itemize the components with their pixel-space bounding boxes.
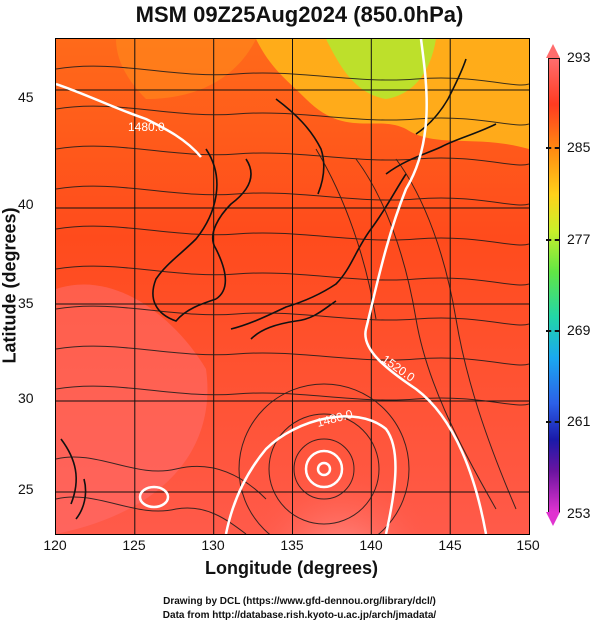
temperature-field-cold-pocket [326,39,436,99]
ytick-40: 40 [18,196,34,212]
height-contours [56,39,488,534]
credit-drawing: Drawing by DCL (https://www.gfd-dennou.o… [163,596,436,607]
xtick-125: 125 [122,537,146,553]
temperature-field-sw [56,284,208,534]
colorbar-tick-277: 277 [567,231,591,247]
map-grid [56,39,529,534]
colorbar-mark-277 [546,239,560,241]
colorbar-mark-261 [546,421,560,423]
x-axis-label: Longitude (degrees) [204,558,378,578]
colorbar-mark-269 [546,330,560,332]
colorbar-tick-253: 253 [567,505,591,521]
colorbar-tick-293: 293 [567,49,591,65]
xtick-150: 150 [516,537,540,553]
temperature-field-nw [116,39,256,99]
y-axis-label: Latitude (degrees) [0,207,20,364]
colorbar [548,58,560,513]
xtick-140: 140 [359,537,383,553]
credit-data: Data from http://database.rish.kyoto-u.a… [162,610,437,621]
contour-label-1: 1480.0 [128,120,165,134]
chart-title: MSM 09Z25Aug2024 (850.0hPa) [135,2,464,27]
colorbar-cap-bottom [546,512,560,526]
streamlines [56,65,529,534]
ytick-35: 35 [18,295,34,311]
ytick-25: 25 [18,481,34,497]
ytick-30: 30 [18,390,34,406]
colorbar-cap-top [546,44,560,58]
xtick-135: 135 [280,537,304,553]
colorbar-mark-285 [546,147,560,149]
xtick-145: 145 [438,537,462,553]
map-plot-area: 1480.0 1520.0 1480.0 [55,38,530,535]
colorbar-tick-261: 261 [567,413,591,429]
ytick-45: 45 [18,89,34,105]
xtick-120: 120 [43,537,67,553]
colorbar-tick-285: 285 [567,139,591,155]
xtick-130: 130 [201,537,225,553]
colorbar-tick-269: 269 [567,322,591,338]
